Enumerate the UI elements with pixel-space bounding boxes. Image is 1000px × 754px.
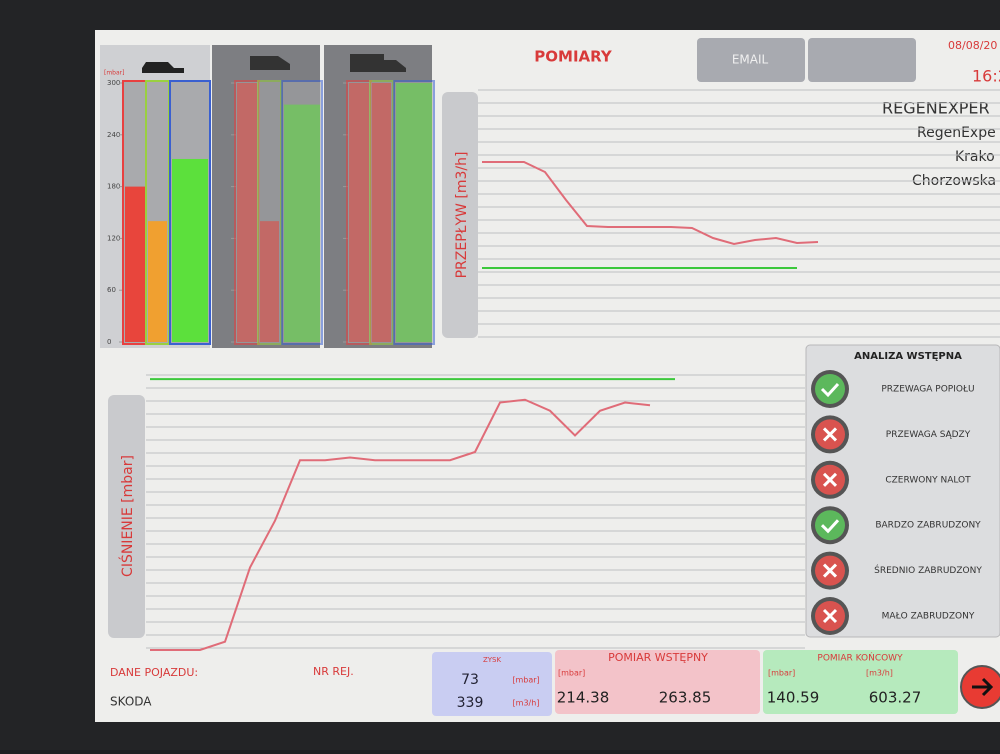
analysis-panel — [805, 344, 1000, 638]
car-icon — [142, 62, 184, 73]
y-label-button — [442, 92, 478, 338]
company-line: RegenExpe — [917, 125, 996, 141]
initial-unit: [mbar] — [558, 669, 585, 678]
gauge-tick-label: 120 — [107, 234, 120, 242]
final-unit: [mbar] — [768, 669, 795, 678]
gain-flow: 339 — [457, 695, 484, 711]
page-title: POMIARY — [534, 48, 613, 66]
status-glyph — [820, 382, 840, 398]
analysis-item: ŚREDNIO ZABRUDZONY — [874, 564, 982, 576]
gain-unit: [mbar] — [512, 676, 539, 685]
gauge-tick-label: 60 — [107, 286, 116, 294]
status-glyph — [822, 608, 838, 624]
company-line: REGENEXPER — [882, 99, 990, 118]
gain-pressure: 73 — [461, 672, 479, 688]
flow-grid — [478, 89, 1000, 338]
analysis-list: PRZEWAGA POPIOŁU PRZEWAGA SĄDZY CZERWONY N… — [811, 370, 982, 635]
gauge-tick-label: 240 — [107, 131, 120, 139]
analysis-item: PRZEWAGA SĄDZY — [886, 430, 971, 440]
vehicle-label: DANE POJAZDU: — [110, 666, 198, 679]
truck-icon — [350, 54, 406, 72]
status-glyph — [822, 472, 838, 487]
status-icon — [815, 374, 845, 404]
analysis-item: CZERWONY NALOT — [885, 475, 971, 485]
final-pressure: 140.59 — [767, 689, 820, 707]
gauge-bar — [125, 186, 145, 342]
final-box — [763, 650, 958, 714]
blank-button[interactable] — [808, 38, 916, 82]
initial-box — [555, 650, 760, 714]
reg-label: NR REJ. — [313, 665, 354, 678]
gauge-unit: [mbar] — [104, 70, 124, 77]
gauges: 300 240 180 120 60 0 — [107, 79, 435, 346]
trace — [150, 398, 651, 651]
van-icon — [250, 56, 290, 70]
company-line: Krako — [955, 149, 995, 165]
final-unit: [m3/h] — [866, 669, 893, 678]
gauge-bar — [148, 221, 167, 342]
pressure-plot — [150, 378, 675, 651]
analysis-item: MAŁO ZABRUDZONY — [882, 612, 975, 622]
gain-box — [432, 652, 552, 716]
initial-title: POMIAR WSTĘPNY — [608, 651, 708, 664]
initial-flow: 263.85 — [659, 689, 712, 707]
final-flow: 603.27 — [869, 689, 922, 707]
gauge-bar — [372, 83, 391, 342]
status-glyph — [822, 563, 838, 578]
next-arrow[interactable] — [972, 677, 994, 697]
flow-plot — [482, 161, 819, 269]
trace — [482, 161, 819, 246]
status-glyph — [820, 519, 840, 534]
gauge-bar — [284, 104, 320, 342]
status-icon — [815, 510, 845, 541]
email-label[interactable]: EMAIL — [732, 53, 769, 67]
gauge-bar — [172, 158, 208, 342]
y-label-button — [108, 395, 145, 638]
vehicle-make: SKODA — [110, 695, 152, 709]
gauge-tick-label: 0 — [107, 338, 111, 346]
gauge-tick-label: 180 — [107, 183, 120, 191]
y-axis-label: PRZEPŁYW [m3/h] — [454, 152, 470, 279]
analysis-item: PRZEWAGA POPIOŁU — [881, 385, 974, 395]
gain-title: ZYSK — [483, 656, 502, 664]
gauge-bar — [237, 83, 257, 342]
gauge-bar — [349, 83, 369, 342]
time: 16:2 — [972, 67, 1000, 86]
analysis-item: BARDZO ZABRUDZONY — [875, 521, 981, 531]
status-glyph — [822, 427, 838, 442]
gauge-bar — [396, 83, 432, 342]
gauge-tick-label: 300 — [107, 79, 120, 87]
final-title: POMIAR KOŃCOWY — [817, 652, 903, 664]
email-button[interactable] — [697, 38, 805, 82]
pressure-grid — [146, 374, 805, 649]
y-axis-label: CIŚNIENIE [mbar] — [118, 455, 136, 577]
date: 08/08/20 — [948, 39, 997, 52]
initial-pressure: 214.38 — [557, 689, 610, 707]
analysis-title: ANALIZA WSTĘPNA — [854, 351, 962, 362]
gain-unit: [m3/h] — [513, 699, 540, 708]
gauge-bar — [260, 221, 279, 342]
